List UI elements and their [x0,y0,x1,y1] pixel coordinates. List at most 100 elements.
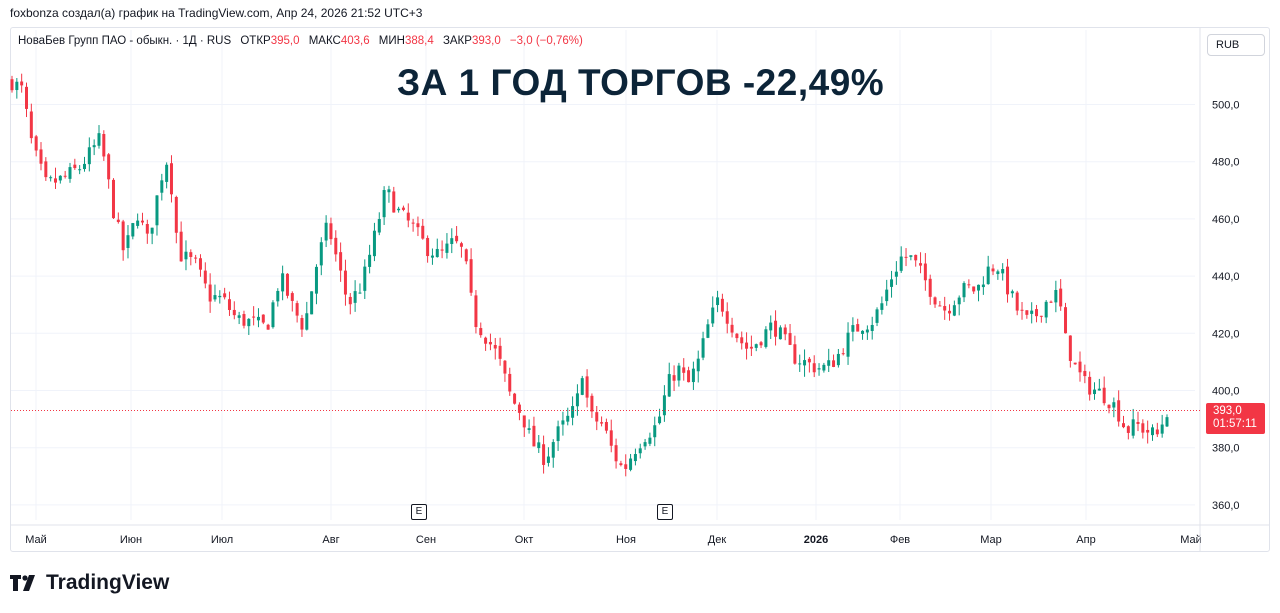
candle-body [329,223,333,240]
candle-body [377,219,381,233]
candle-body [82,163,86,170]
candle-body [841,353,845,355]
earnings-marker-nov[interactable]: E [657,504,673,520]
candle-body [894,271,898,277]
change-value: −3,0 (−0,76%) [509,35,583,47]
candle-body [1006,266,1010,295]
candle-body [406,212,410,221]
candle-body [1073,362,1077,365]
candle-body [227,299,231,310]
candle-body [1064,307,1068,334]
candle-body [372,230,376,257]
candle-body [1059,288,1063,307]
candle-body [571,406,575,418]
tradingview-logo[interactable]: TradingView [10,571,169,595]
candle-body [619,463,623,466]
candle-body [614,445,618,462]
candle-body [189,252,193,257]
candle-body [604,422,608,431]
candle-body [39,149,43,164]
candle-body [638,448,642,454]
candle-body [479,328,483,336]
candle-body [585,376,589,398]
candle-body [875,309,879,323]
candle-body [759,342,763,346]
candle-body [1165,417,1169,427]
candle-body [977,284,981,291]
candle-body [933,297,937,305]
x-tick-label: Мар [980,534,1002,546]
candle-body [247,318,251,327]
candle-body [527,428,531,430]
candle-body [952,305,956,316]
candle-body [662,395,666,416]
candle-body [1112,402,1116,408]
candle-body [546,456,550,463]
x-tick-label: Май [1180,534,1202,546]
candle-body [198,258,202,270]
candle-body [1107,404,1111,409]
candle-body [740,337,744,344]
candle-body [957,297,961,305]
candle-body [387,189,391,193]
candle-body [459,243,463,247]
currency-button[interactable]: RUB [1207,34,1265,56]
candle-body [1039,315,1043,317]
candle-body [653,425,657,438]
x-tick-label: Авг [322,534,339,546]
candle-body [1088,376,1092,395]
candle-body [1136,421,1140,424]
tradingview-logo-icon [10,575,35,591]
candle-body [440,249,444,251]
candle-body [996,271,1000,275]
candle-body [822,364,826,371]
candle-body [1025,310,1029,315]
candle-body [769,322,773,331]
candle-body [266,324,270,330]
candle-body [972,286,976,292]
close-label: ЗАКР [442,35,472,47]
high-label: МАКС [308,35,341,47]
candle-body [397,208,401,211]
candle-body [484,337,488,344]
x-tick-label: Окт [515,534,534,546]
candle-body [488,341,492,345]
candle-body [880,303,884,310]
candle-body [24,86,28,109]
candle-body [382,190,386,218]
candle-body [53,178,57,183]
candle-body [836,353,840,366]
low-value: 388,4 [404,35,434,47]
candle-body [256,316,260,321]
candle-body [938,305,942,307]
candle-body [348,296,352,305]
x-tick-label: Июн [120,534,142,546]
candle-body [358,292,362,294]
candle-body [537,442,541,449]
candle-body [252,316,256,318]
symbol-name[interactable]: НоваБев Групп ПАО - обыкн. · 1Д · RUS [18,35,232,47]
candle-body [991,268,995,272]
candle-body [575,393,579,407]
candle-body [706,324,710,338]
candle-body [58,175,62,181]
candle-body [870,324,874,331]
candle-body [343,270,347,295]
x-tick-label: Дек [708,534,727,546]
y-tick-label: 420,0 [1212,328,1240,340]
candle-body [474,295,478,328]
candle-body [885,289,889,302]
earnings-marker-sep[interactable]: E [411,504,427,520]
candle-body [334,237,338,255]
candle-body [97,133,101,146]
high-value: 403,6 [340,35,370,47]
candle-body [49,177,53,179]
candle-body [426,237,430,257]
candle-body [363,266,367,291]
candle-body [981,284,985,288]
candle-body [145,223,149,234]
candle-body [846,332,850,357]
candle-body [68,167,72,179]
candle-body [136,220,140,226]
